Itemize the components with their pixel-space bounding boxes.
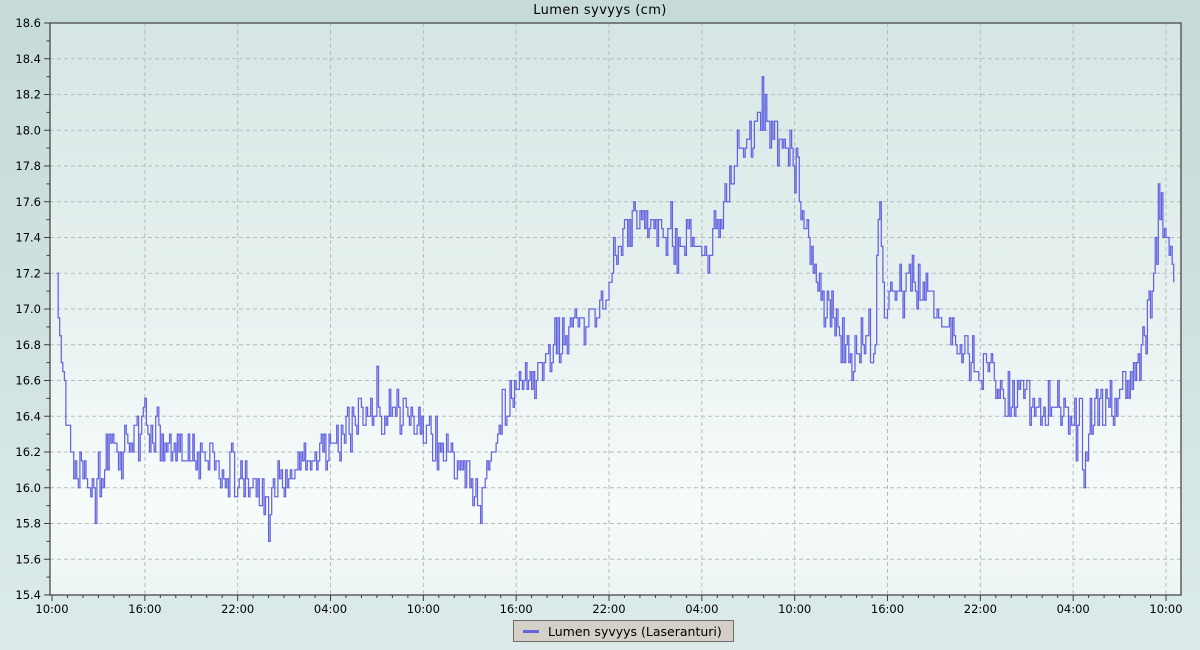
legend: Lumen syvyys (Laseranturi) <box>513 620 734 642</box>
y-axis-tick-label: 16.8 <box>15 338 41 352</box>
x-axis-tick-label: 10:00 <box>407 602 440 616</box>
grid <box>50 23 1181 595</box>
chart-title: Lumen syvyys (cm) <box>533 3 667 18</box>
x-axis-tick-label: 22:00 <box>592 602 625 616</box>
axis-ticks <box>44 22 1167 601</box>
y-axis-tick-label: 16.0 <box>15 481 41 495</box>
y-axis-tick-label: 18.4 <box>15 52 41 66</box>
y-axis-tick-label: 18.0 <box>15 123 41 137</box>
x-axis-tick-label: 04:00 <box>314 602 347 616</box>
series-line <box>56 75 1175 543</box>
y-axis-tick-label: 17.4 <box>15 231 41 245</box>
y-axis-tick-label: 17.6 <box>15 195 41 209</box>
y-axis-tick-label: 16.6 <box>15 374 41 388</box>
y-axis-tick-label: 18.6 <box>15 16 41 30</box>
x-axis-tick-label: 16:00 <box>871 602 904 616</box>
y-axis-tick-label: 17.8 <box>15 159 41 173</box>
y-axis-tick-label: 17.2 <box>15 266 41 280</box>
x-axis-labels: 10:00 16:00 22:00 04:00 10:00 16:00 22:00 04:00… <box>35 602 1182 616</box>
x-axis-tick-label: 10:00 <box>35 602 68 616</box>
y-axis-tick-label: 16.2 <box>15 445 41 459</box>
y-axis-tick-label: 17.0 <box>15 302 41 316</box>
y-axis-labels: 15.4 15.6 15.8 16.0 16.2 16.4 16.6 16.8 17.0 17.2… <box>15 16 41 602</box>
x-axis-tick-label: 10:00 <box>778 602 811 616</box>
x-axis-tick-label: 04:00 <box>685 602 718 616</box>
x-axis-tick-label: 16:00 <box>500 602 533 616</box>
y-axis-tick-label: 15.4 <box>15 588 41 602</box>
y-axis-tick-label: 16.4 <box>15 409 41 423</box>
legend-label: Lumen syvyys (Laseranturi) <box>548 623 722 639</box>
x-axis-tick-label: 10:00 <box>1149 602 1182 616</box>
y-axis-tick-label: 15.8 <box>15 517 41 531</box>
x-axis-tick-label: 16:00 <box>128 602 161 616</box>
y-axis-tick-label: 15.6 <box>15 552 41 566</box>
legend-line-sample <box>523 629 539 633</box>
x-axis-tick-label: 22:00 <box>964 602 997 616</box>
y-axis-tick-label: 18.2 <box>15 88 41 102</box>
plot-background <box>50 23 1181 595</box>
x-axis-tick-label: 22:00 <box>221 602 254 616</box>
x-axis-tick-label: 04:00 <box>1057 602 1090 616</box>
